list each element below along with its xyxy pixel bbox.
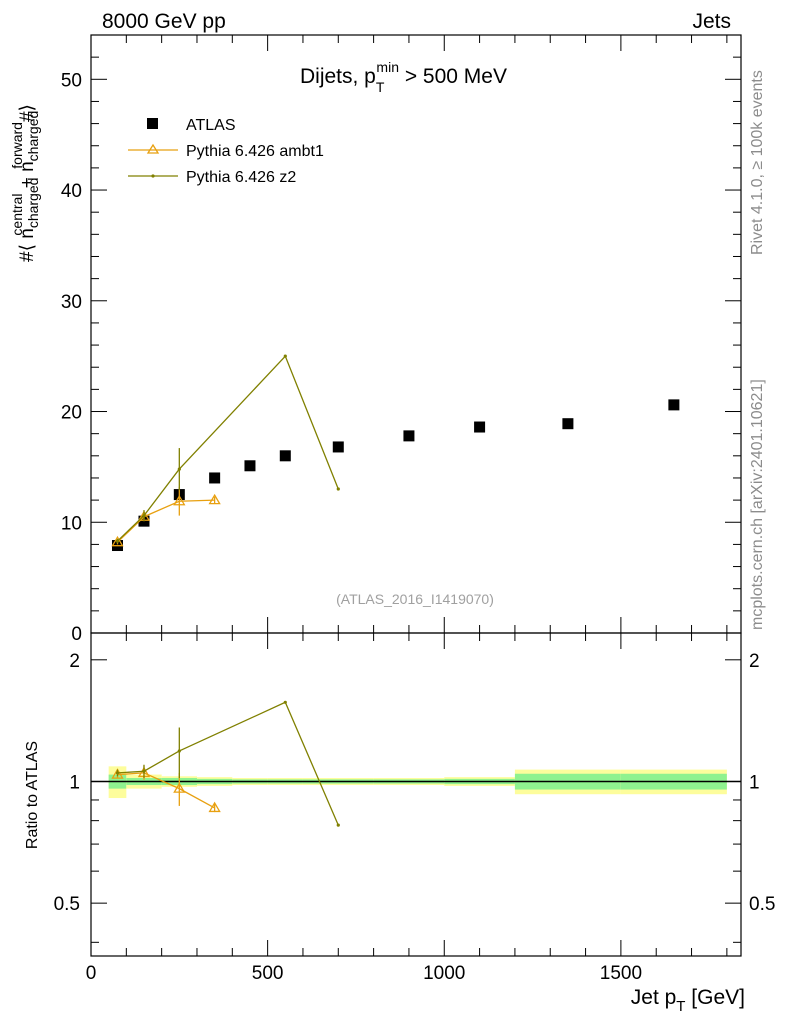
ratio-axis-ticks: 0 500 1000 1500 0.5 0.5 1 1 2 2 bbox=[54, 633, 775, 984]
ratio-y-tick-label: 0.5 bbox=[54, 894, 80, 915]
legend-ambt1-label: Pythia 6.426 ambt1 bbox=[186, 143, 324, 160]
x-axis-label: Jet pT [GeV] bbox=[631, 986, 745, 1015]
y-tick-label: 10 bbox=[61, 513, 82, 534]
legend-z2-label: Pythia 6.426 z2 bbox=[186, 169, 296, 186]
atlas-data-point bbox=[403, 430, 415, 442]
ratio-z2-marker bbox=[283, 700, 287, 704]
main-axis-ticks: 0 10 20 30 40 50 bbox=[61, 34, 741, 645]
x-tick-label: 500 bbox=[252, 963, 284, 984]
mcplots-source-label: mcplots.cern.ch [arXiv:2401.10621] bbox=[749, 379, 766, 630]
ratio-ambt1-line bbox=[117, 772, 215, 809]
z2-marker bbox=[115, 539, 120, 543]
x-tick-label: 0 bbox=[86, 963, 97, 984]
ambt1-marker bbox=[208, 493, 221, 505]
header-right-label: Jets bbox=[692, 10, 731, 33]
x-tick-label: 1500 bbox=[600, 963, 642, 984]
ratio-ambt1-marker bbox=[208, 801, 221, 813]
ambt1-marker bbox=[111, 535, 124, 547]
ratio-y-tick-label-right: 1 bbox=[749, 772, 760, 793]
ratio-y-tick-label-right: 2 bbox=[749, 651, 760, 672]
atlas-data-point bbox=[209, 472, 221, 484]
ratio-y-tick-label-right: 0.5 bbox=[749, 894, 775, 915]
atlas-data-point bbox=[668, 399, 680, 411]
main-plot-title: Dijets, pTmin > 500 MeV bbox=[300, 59, 507, 95]
ratio-ambt1-marker bbox=[173, 782, 186, 793]
header-left-label: 8000 GeV pp bbox=[102, 10, 226, 33]
y-tick-label: 0 bbox=[71, 624, 82, 645]
atlas-data-point bbox=[332, 441, 344, 453]
x-tick-label: 1000 bbox=[423, 963, 465, 984]
ambt1-line bbox=[117, 499, 215, 543]
ratio-z2-marker bbox=[336, 823, 340, 827]
atlas-data-point bbox=[474, 421, 486, 433]
ratio-y-tick-label: 1 bbox=[69, 772, 80, 793]
atlas-data-point bbox=[244, 460, 256, 472]
ratio-data-layer bbox=[111, 700, 340, 827]
y-tick-label: 40 bbox=[61, 181, 82, 202]
legend-atlas-marker bbox=[147, 118, 158, 129]
y-tick-label: 50 bbox=[61, 70, 82, 91]
ambt1-marker bbox=[173, 494, 186, 506]
atlas-data-point bbox=[562, 418, 574, 430]
ratio-z2-marker bbox=[177, 749, 181, 753]
analysis-tag: (ATLAS_2016_I1419070) bbox=[336, 591, 494, 607]
legend-atlas-label: ATLAS bbox=[186, 117, 236, 134]
z2-marker bbox=[283, 354, 287, 358]
rivet-version-label: Rivet 4.1.0, ≥ 100k events bbox=[749, 70, 766, 255]
z2-marker bbox=[177, 467, 181, 471]
legend: ATLAS Pythia 6.426 ambt1 Pythia 6.426 z2 bbox=[128, 117, 324, 186]
z2-marker bbox=[336, 487, 340, 491]
z2-marker bbox=[142, 514, 146, 518]
legend-ambt1-marker bbox=[146, 143, 160, 154]
y-tick-label: 20 bbox=[61, 403, 82, 424]
ratio-y-tick-label: 2 bbox=[69, 651, 80, 672]
ratio-y-axis-label: Ratio to ATLAS bbox=[24, 741, 41, 849]
ratio-z2-marker bbox=[142, 769, 146, 773]
ratio-z2-line bbox=[117, 701, 339, 826]
atlas-data-point bbox=[279, 450, 291, 462]
ratio-z2-marker bbox=[115, 771, 120, 775]
main-data-layer bbox=[111, 354, 680, 552]
y-tick-label: 30 bbox=[61, 292, 82, 313]
ratio-plot-frame bbox=[90, 632, 742, 957]
ratio-ambt1-marker bbox=[111, 768, 124, 779]
legend-z2-marker bbox=[151, 174, 155, 178]
main-y-axis-label: #⟨ nchargedcentral + nchargedforward#⟩ bbox=[9, 104, 41, 262]
